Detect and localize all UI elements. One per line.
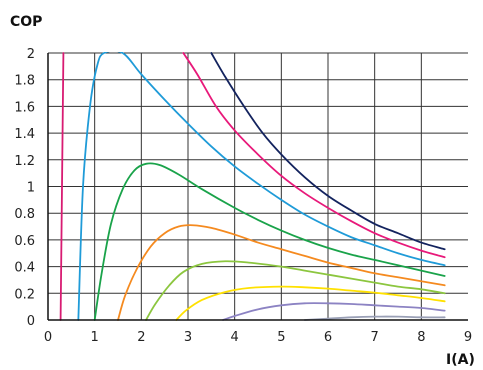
- y-tick-label: 2: [27, 47, 35, 62]
- y-tick-labels: 0 0.2 0.4 0.6 0.8 1 1.2 1.4 1.6 1.8 2: [14, 47, 35, 329]
- x-tick-label: 6: [324, 330, 332, 345]
- x-tick-label: 1: [91, 330, 99, 345]
- series-line-7: [145, 260, 446, 321]
- y-tick-label: 1.2: [14, 154, 35, 169]
- x-tick-label: 2: [137, 330, 145, 345]
- y-axis-title: COP: [10, 14, 42, 30]
- x-tick-label: 7: [371, 330, 379, 345]
- x-tick-labels: 0 1 2 3 4 5 6 7 8 9: [44, 330, 472, 345]
- grid: [48, 52, 468, 320]
- x-tick-label: 0: [44, 330, 52, 345]
- y-tick-label: 1.4: [14, 127, 35, 142]
- y-tick-label: 0.6: [14, 234, 35, 249]
- series-line-2: [77, 52, 446, 321]
- series-line-3: [182, 52, 446, 259]
- y-tick-label: 0.8: [14, 207, 35, 222]
- series-line-9: [222, 302, 446, 321]
- x-tick-label: 9: [464, 330, 472, 345]
- y-tick-label: 1: [27, 181, 35, 196]
- x-tick-label: 3: [184, 330, 192, 345]
- x-tick-label: 8: [417, 330, 425, 345]
- y-tick-label: 0.2: [14, 287, 35, 302]
- series-line-6: [117, 224, 446, 321]
- y-tick-label: 1.8: [14, 74, 35, 89]
- series-line-8: [175, 285, 446, 321]
- y-tick-label: 0.4: [14, 261, 35, 276]
- y-tick-label: 1.6: [14, 100, 35, 115]
- series-line-1: [59, 52, 65, 321]
- x-tick-label: 5: [277, 330, 285, 345]
- series-line-10: [303, 315, 446, 321]
- series-line-4: [210, 52, 446, 251]
- y-tick-label: 0: [27, 314, 35, 329]
- series-layer: [59, 52, 446, 321]
- axis-frame: [47, 53, 468, 321]
- series-line-5: [93, 162, 446, 321]
- x-axis-title: I(A): [446, 352, 475, 368]
- x-tick-label: 4: [231, 330, 239, 345]
